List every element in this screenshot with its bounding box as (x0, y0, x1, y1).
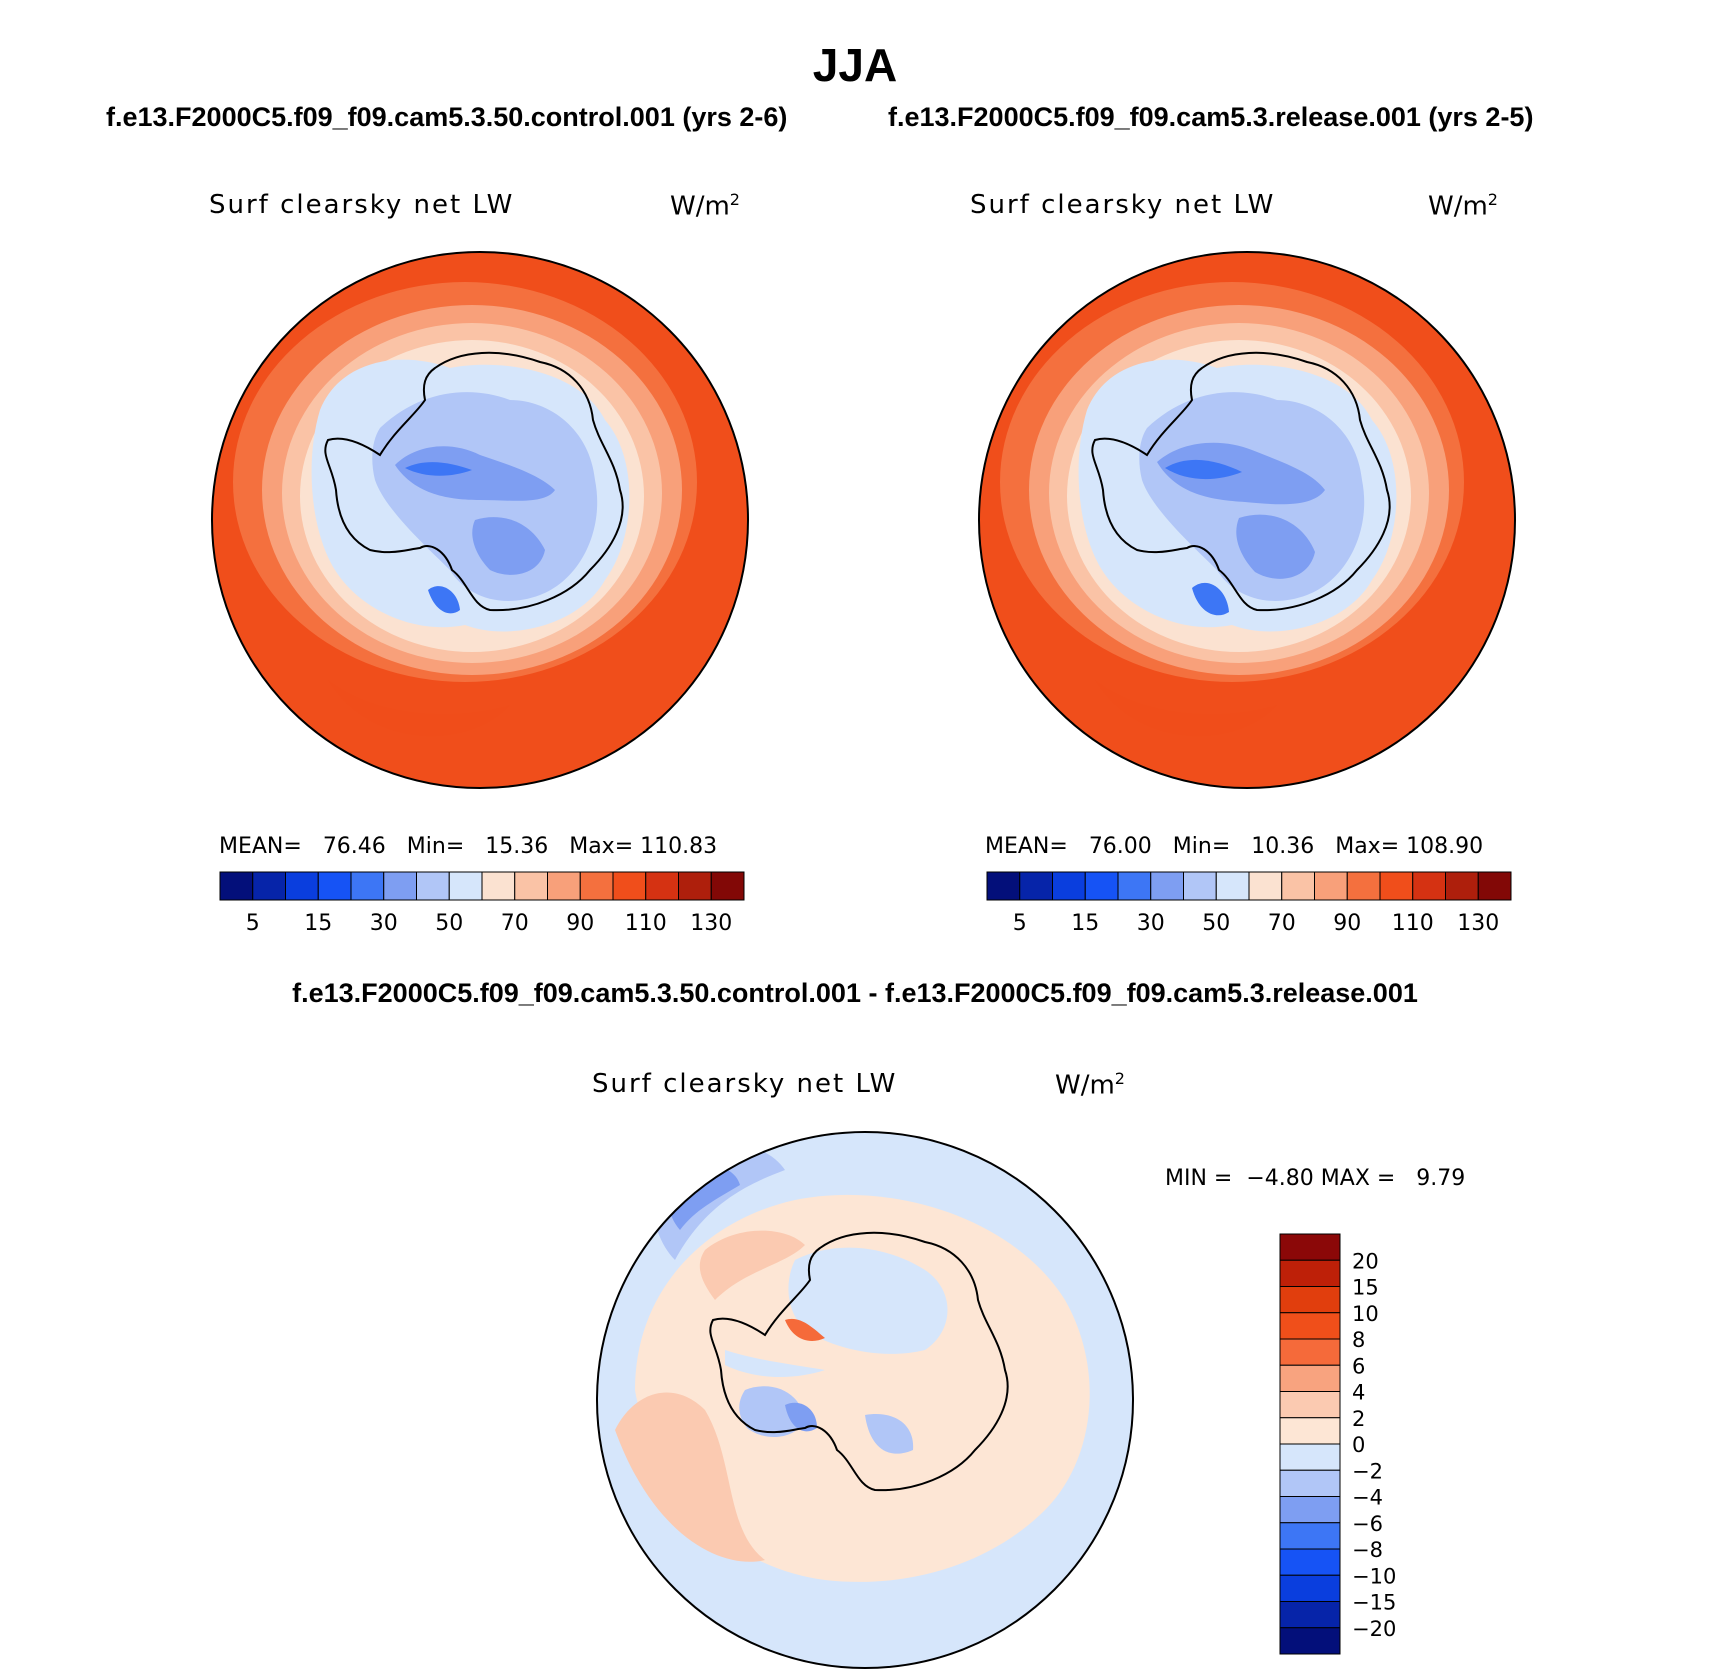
colorbar-tick-label: 6 (1352, 1354, 1365, 1378)
colorbar-swatch (1279, 1601, 1341, 1629)
map-difference (596, 1131, 1134, 1669)
diff-title: f.e13.F2000C5.f09_f09.cam5.3.50.control.… (292, 978, 1418, 1008)
colorbar-right: 5 15 30 50 70 90 110 130 (986, 871, 1512, 936)
colorbar-tick-label: 130 (1457, 911, 1499, 936)
colorbar-swatch (710, 871, 745, 901)
colorbar-tick-label: 15 (1071, 911, 1099, 936)
colorbar-swatch (1052, 871, 1086, 901)
variable-label-left: Surf clearsky net LW (209, 190, 515, 220)
colorbar-left: 5 15 30 50 70 90 110 130 (219, 871, 745, 936)
colorbar-tick-label: 70 (1268, 911, 1296, 936)
colorbar-swatch (448, 871, 483, 901)
colorbar-tick-label: −15 (1352, 1591, 1396, 1615)
colorbar-tick-label: 15 (304, 911, 332, 936)
colorbar-swatch (1477, 871, 1512, 901)
colorbar-swatch (350, 871, 385, 901)
colorbar-swatch (547, 871, 581, 901)
colorbar-tick-label: 5 (246, 911, 260, 936)
variable-label-diff: Surf clearsky net LW (592, 1069, 898, 1099)
colorbar-swatch (219, 871, 254, 901)
colorbar-tick-label: 130 (690, 911, 732, 936)
colorbar-swatch (1279, 1364, 1341, 1392)
colorbar-swatch (1279, 1338, 1341, 1366)
colorbar-tick-label: 20 (1352, 1249, 1379, 1273)
colorbar-swatch (1279, 1548, 1341, 1576)
colorbar-swatch (514, 871, 548, 901)
colorbar-tick-label: 90 (1333, 911, 1361, 936)
colorbar-swatch (252, 871, 286, 901)
units-label-left: W/m2 (670, 190, 740, 222)
stats-right: MEAN= 76.00 Min= 10.36 Max= 108.90 (985, 834, 1484, 859)
colorbar-tick-label: −6 (1352, 1512, 1383, 1536)
colorbar-swatch (1279, 1233, 1341, 1261)
units-label-diff: W/m2 (1055, 1069, 1125, 1101)
colorbar-swatch (579, 871, 614, 901)
colorbar-swatch (1314, 871, 1348, 901)
stats-diff: MIN = −4.80 MAX = 9.79 (1165, 1166, 1466, 1191)
colorbar-tick-label: 110 (1392, 911, 1434, 936)
colorbar-swatch (1117, 871, 1152, 901)
colorbar-swatch (1412, 871, 1446, 901)
case-title-left: f.e13.F2000C5.f09_f09.cam5.3.50.control.… (106, 102, 788, 132)
colorbar-swatch (1150, 871, 1184, 901)
colorbar-swatch (1379, 871, 1414, 901)
colorbar-tick-label: 4 (1352, 1381, 1365, 1405)
colorbar-swatch (1279, 1312, 1341, 1340)
colorbar-swatch (645, 871, 679, 901)
variable-label-right: Surf clearsky net LW (970, 190, 1276, 220)
colorbar-tick-label: 5 (1013, 911, 1027, 936)
colorbar-tick-label: −8 (1352, 1538, 1383, 1562)
colorbar-swatch (416, 871, 450, 901)
colorbar-swatch (1346, 871, 1381, 901)
colorbar-swatch (1281, 871, 1315, 901)
colorbar-tick-label: 70 (501, 911, 529, 936)
colorbar-tick-label: 90 (566, 911, 594, 936)
colorbar-swatch (1279, 1574, 1341, 1602)
colorbar-tick-label: 8 (1352, 1328, 1365, 1352)
colorbar-tick-label: −20 (1352, 1617, 1396, 1641)
colorbar-swatch (1279, 1391, 1341, 1419)
colorbar-swatch (1084, 871, 1119, 901)
colorbar-swatch (1279, 1259, 1341, 1287)
colorbar-tick-label: 10 (1352, 1302, 1379, 1326)
colorbar-swatch (1445, 871, 1479, 901)
units-label-right: W/m2 (1428, 190, 1498, 222)
colorbar-swatch (1279, 1496, 1341, 1524)
colorbar-swatch (1215, 871, 1250, 901)
colorbar-tick-label: 50 (1202, 911, 1230, 936)
colorbar-swatch (1279, 1286, 1341, 1314)
colorbar-swatch (1183, 871, 1217, 901)
colorbar-swatch (1279, 1417, 1341, 1445)
map-control (211, 251, 749, 789)
colorbar-tick-label: −10 (1352, 1564, 1396, 1588)
colorbar-tick-label: 30 (370, 911, 398, 936)
colorbar-swatch (1279, 1469, 1341, 1497)
colorbar-swatch (1279, 1627, 1341, 1655)
case-title-right: f.e13.F2000C5.f09_f09.cam5.3.release.001… (888, 102, 1534, 132)
colorbar-tick-label: 30 (1137, 911, 1165, 936)
colorbar-swatch (285, 871, 319, 901)
colorbar-swatch (1279, 1443, 1341, 1471)
colorbar-swatch (317, 871, 352, 901)
colorbar-swatch (481, 871, 516, 901)
colorbar-tick-label: 15 (1352, 1276, 1379, 1300)
colorbar-tick-label: 2 (1352, 1407, 1365, 1431)
colorbar-swatch (383, 871, 417, 901)
page-title: JJA (812, 39, 898, 91)
colorbar-swatch (612, 871, 647, 901)
colorbar-tick-label: −4 (1352, 1486, 1383, 1510)
colorbar-swatch (986, 871, 1021, 901)
stats-left: MEAN= 76.46 Min= 15.36 Max= 110.83 (219, 834, 718, 859)
colorbar-swatch (1279, 1522, 1341, 1550)
map-release (978, 251, 1516, 789)
colorbar-tick-label: 0 (1352, 1433, 1365, 1457)
colorbar-tick-label: 50 (435, 911, 463, 936)
colorbar-tick-label: 110 (625, 911, 667, 936)
colorbar-swatch (678, 871, 712, 901)
colorbar-swatch (1019, 871, 1053, 901)
colorbar-tick-label: −2 (1352, 1459, 1383, 1483)
colorbar-swatch (1248, 871, 1283, 901)
